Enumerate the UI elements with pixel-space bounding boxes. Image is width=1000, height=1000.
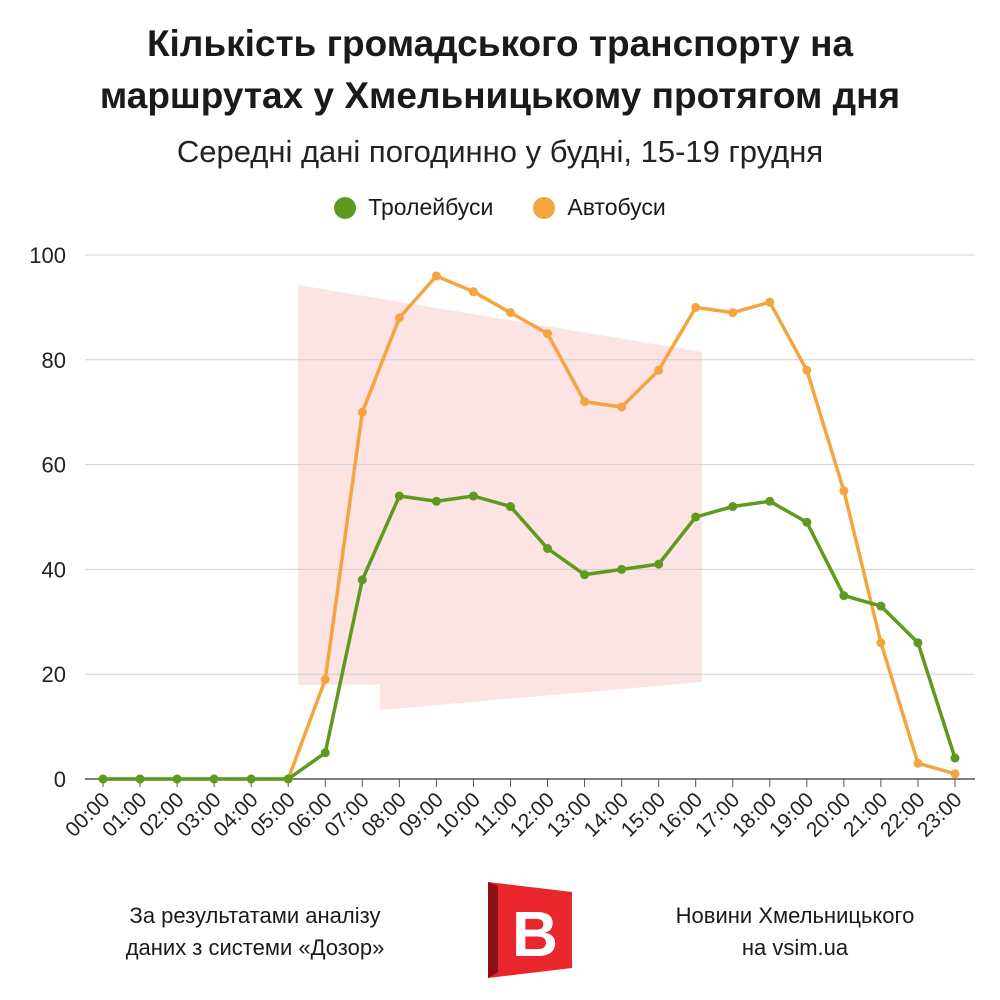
y-tick-label: 80: [42, 348, 66, 373]
data-point-bus: [876, 638, 886, 648]
data-point-trolleybus: [691, 512, 701, 522]
data-point-bus: [765, 297, 775, 307]
chart-subtitle: Середні дані погодинно у будні, 15-19 гр…: [176, 134, 824, 169]
data-point-trolleybus: [394, 491, 404, 501]
data-point-trolleybus: [283, 774, 293, 784]
data-point-bus: [617, 402, 627, 412]
legend: Тролейбуси Автобуси: [0, 194, 1000, 221]
data-point-bus: [468, 287, 478, 297]
data-point-trolleybus: [950, 753, 960, 763]
data-point-trolleybus: [765, 496, 775, 506]
logo-shape: [488, 882, 572, 978]
data-point-bus: [357, 407, 367, 417]
data-point-bus: [431, 271, 441, 281]
chart-title-line1: Кількість громадського транспорту на: [146, 23, 854, 64]
data-point-trolleybus: [839, 591, 849, 601]
data-point-trolleybus: [654, 559, 664, 569]
footer-publisher-line2: на vsim.ua: [741, 935, 849, 960]
footer-source-line2: даних з системи «Дозор»: [125, 935, 385, 960]
data-point-trolleybus: [209, 774, 219, 784]
footer-publisher-line1: Новини Хмельницького: [675, 903, 915, 928]
logo-letter: B: [512, 898, 558, 970]
data-point-trolleybus: [357, 575, 367, 585]
y-tick-label: 60: [42, 453, 66, 478]
data-point-bus: [505, 308, 515, 318]
data-point-bus: [394, 313, 404, 323]
chart-title: Кількість громадського транспорту на мар…: [0, 18, 1000, 122]
y-tick-label: 40: [42, 557, 66, 582]
data-point-trolleybus: [246, 774, 256, 784]
data-point-trolleybus: [98, 774, 108, 784]
data-point-bus: [839, 486, 849, 496]
data-point-bus: [320, 674, 330, 684]
data-point-bus: [691, 302, 701, 312]
data-point-bus: [543, 329, 553, 339]
legend-label-trolleybus: Тролейбуси: [368, 194, 494, 220]
legend-dot-bus: [533, 196, 556, 219]
data-point-bus: [950, 769, 960, 779]
data-point-trolleybus: [320, 748, 330, 758]
data-point-trolleybus: [468, 491, 478, 501]
data-point-trolleybus: [802, 517, 812, 527]
legend-item-trolleybus: Тролейбуси: [334, 194, 493, 221]
legend-dot-trolleybus: [334, 196, 357, 219]
chart-title-line2: маршрутах у Хмельницькому протягом дня: [99, 75, 901, 116]
line-chart: 02040608010000:0001:0002:0003:0004:0005:…: [29, 243, 975, 842]
data-point-trolleybus: [543, 543, 553, 553]
data-point-trolleybus: [580, 570, 590, 580]
data-point-trolleybus: [505, 502, 515, 512]
data-point-trolleybus: [135, 774, 145, 784]
series-line-trolleybus: [103, 494, 957, 781]
legend-item-bus: Автобуси: [533, 194, 666, 221]
vsim-logo: B: [488, 882, 572, 978]
data-point-trolleybus: [913, 638, 923, 648]
y-tick-label: 100: [29, 243, 66, 268]
y-tick-label: 0: [54, 767, 66, 792]
y-tick-label: 20: [42, 662, 66, 687]
data-point-bus: [580, 397, 590, 407]
footer-source-line1: За результатами аналізу: [129, 903, 381, 928]
data-point-trolleybus: [876, 601, 886, 611]
legend-label-bus: Автобуси: [567, 194, 666, 220]
data-point-bus: [654, 365, 664, 375]
logo-shadow: [488, 882, 498, 978]
data-point-trolleybus: [431, 496, 441, 506]
data-point-trolleybus: [617, 564, 627, 574]
footer-publisher: Новини Хмельницького на vsim.ua: [600, 900, 990, 964]
data-point-trolleybus: [728, 502, 738, 512]
data-point-trolleybus: [172, 774, 182, 784]
footer-source: За результатами аналізу даних з системи …: [60, 900, 450, 964]
watermark-logo: [298, 285, 702, 710]
data-point-bus: [728, 308, 738, 318]
data-point-bus: [913, 758, 923, 768]
data-point-bus: [802, 365, 812, 375]
